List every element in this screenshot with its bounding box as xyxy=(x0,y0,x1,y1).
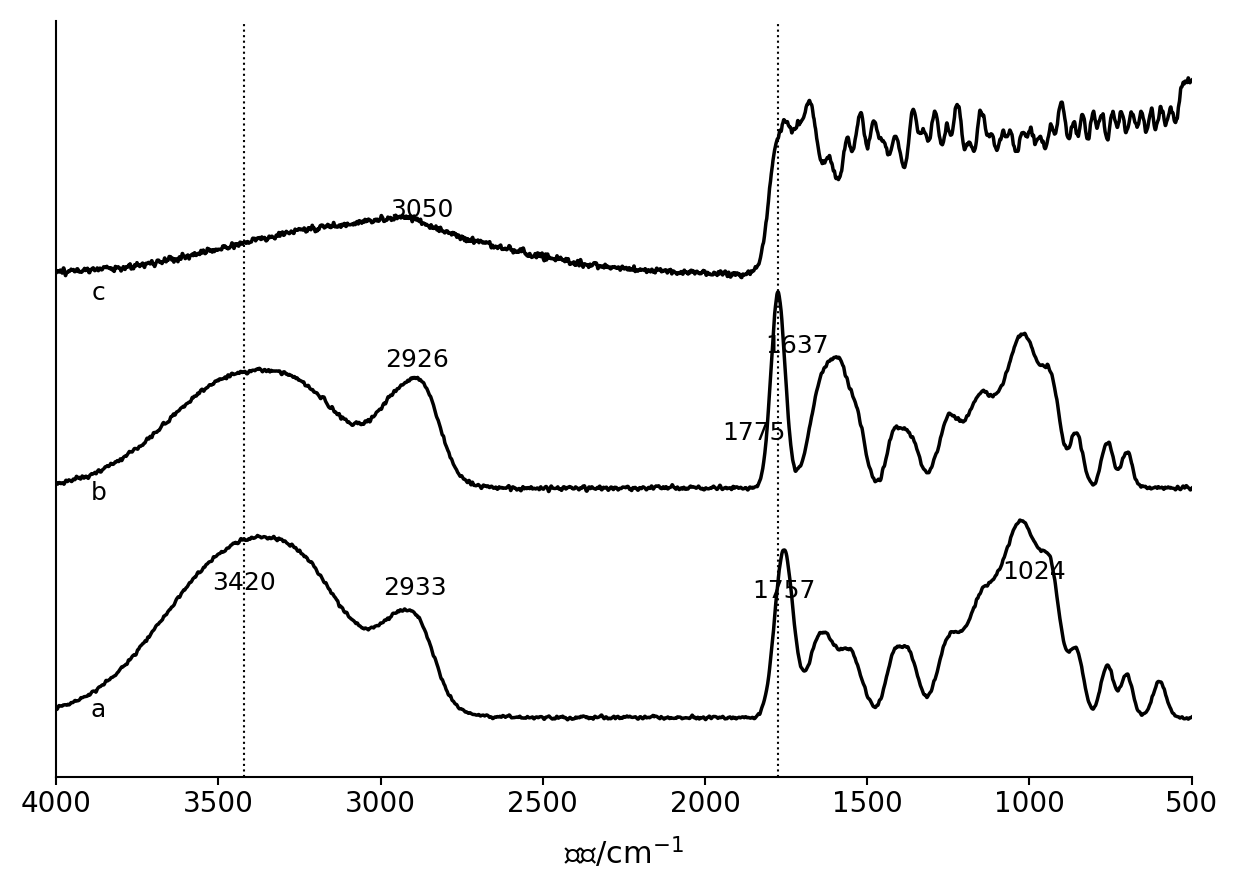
Text: 1757: 1757 xyxy=(752,578,815,602)
Text: 1775: 1775 xyxy=(722,421,786,446)
Text: 1024: 1024 xyxy=(1002,560,1067,584)
Text: 1637: 1637 xyxy=(766,334,829,358)
Text: 3420: 3420 xyxy=(213,571,276,595)
Text: 3050: 3050 xyxy=(390,199,453,223)
X-axis label: 波数/cm$^{-1}$: 波数/cm$^{-1}$ xyxy=(564,835,684,871)
Text: b: b xyxy=(90,480,107,504)
Text: a: a xyxy=(90,699,107,723)
Text: 2926: 2926 xyxy=(385,348,449,372)
Text: c: c xyxy=(92,282,105,306)
Text: 2933: 2933 xyxy=(383,576,446,601)
